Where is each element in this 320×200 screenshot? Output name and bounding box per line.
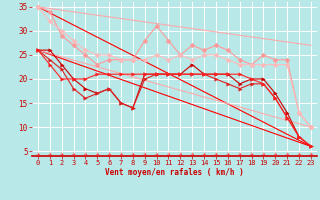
X-axis label: Vent moyen/en rafales ( km/h ): Vent moyen/en rafales ( km/h ) [105,168,244,177]
